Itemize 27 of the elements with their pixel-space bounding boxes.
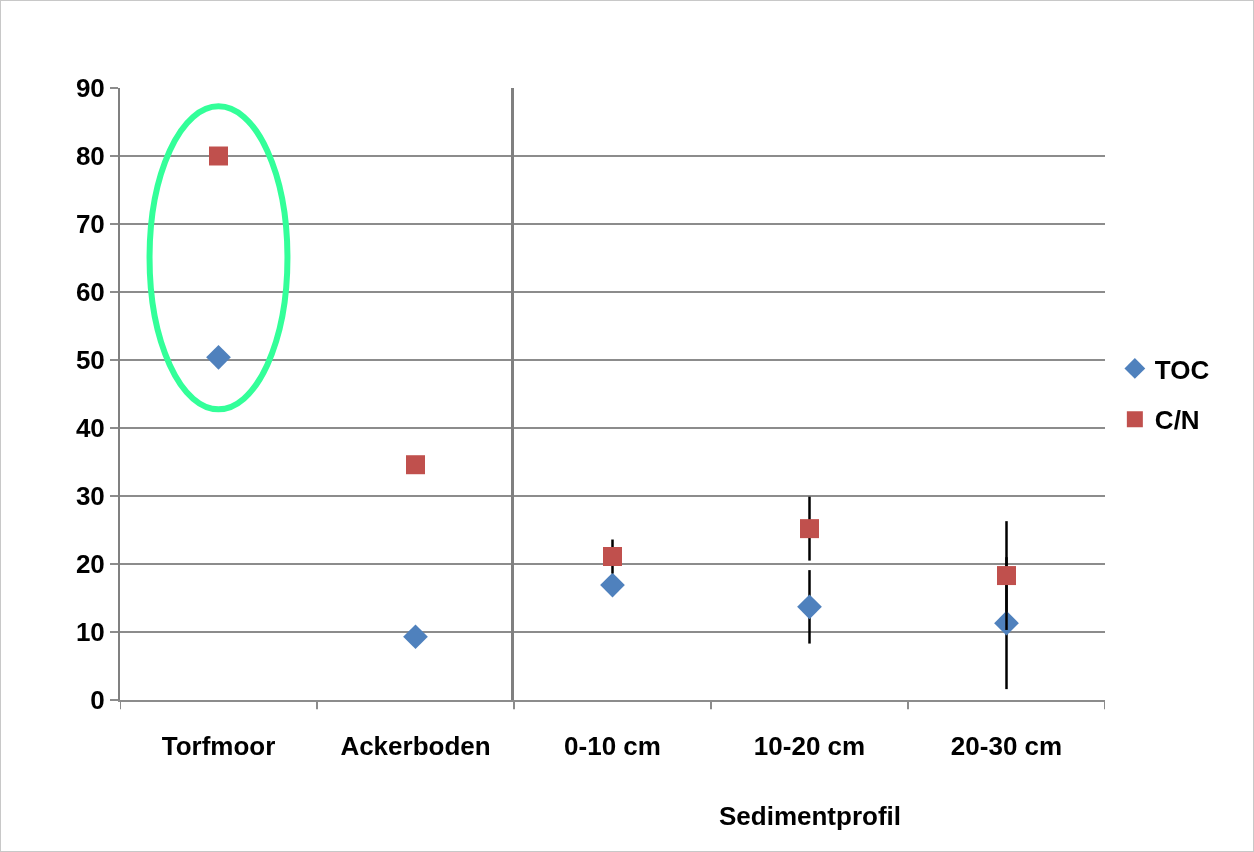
legend-label: C/N xyxy=(1154,405,1200,436)
point xyxy=(206,344,231,370)
x-tick-label: Ackerboden xyxy=(340,731,491,762)
y-tick-label: 70 xyxy=(75,209,105,240)
y-tick-label: 40 xyxy=(75,413,105,444)
y-tick-label: 30 xyxy=(75,481,105,512)
point xyxy=(800,519,819,539)
point xyxy=(603,547,622,567)
y-tick-label: 20 xyxy=(75,549,105,580)
point xyxy=(403,624,428,650)
point xyxy=(406,455,425,475)
legend-label: TOC xyxy=(1154,354,1210,385)
y-tick-label: 90 xyxy=(75,73,105,104)
y-tick-label: 60 xyxy=(75,277,105,308)
y-tick-label: 0 xyxy=(90,685,105,716)
x-tick-label: Torfmoor xyxy=(161,731,276,762)
x-axis-title: Sedimentprofil xyxy=(719,801,902,831)
y-tick-label: 10 xyxy=(75,617,105,648)
x-tick-label: 20-30 cm xyxy=(950,731,1063,762)
x-tick-label: 10-20 cm xyxy=(753,731,866,762)
point xyxy=(600,572,625,598)
y-tick-label: 80 xyxy=(75,141,105,172)
y-tick-label: 50 xyxy=(75,345,105,376)
x-tick-label: 0-10 cm xyxy=(564,731,661,762)
point xyxy=(209,146,228,166)
point xyxy=(997,566,1016,586)
point xyxy=(797,594,822,620)
